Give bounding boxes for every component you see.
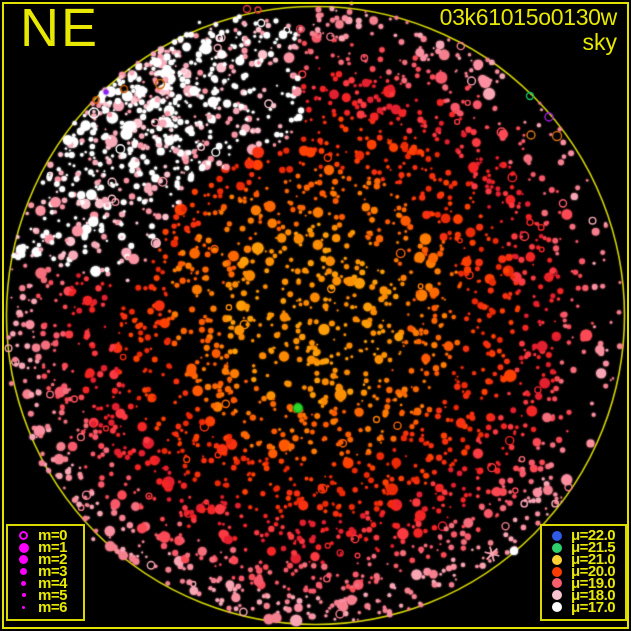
mu18-label: μ=18.0 (571, 586, 616, 604)
legend-row-mu18: μ=18.0 (542, 586, 625, 604)
mu19-swatch-wrap (547, 578, 566, 589)
m4-label: m=4 (38, 574, 67, 592)
legend-row-m0: m=0 (8, 527, 83, 545)
mu18-swatch-wrap (547, 590, 566, 601)
legend-row-mu20: μ=20.0 (542, 563, 625, 580)
legend-row-m6: m=6 (8, 598, 83, 616)
m1-swatch (18, 542, 29, 553)
mu19-label: μ=19.0 (571, 574, 616, 592)
mu20-swatch-wrap (547, 566, 566, 577)
m5-swatch (21, 593, 26, 598)
legend-row-mu21: μ=21.0 (542, 551, 625, 569)
legend-row-mu21-5: μ=21.5 (542, 539, 625, 557)
mu21-5-label: μ=21.5 (571, 539, 616, 557)
legend-row-m3: m=3 (8, 563, 83, 580)
mu22-swatch (551, 530, 562, 541)
legend-row-mu19: μ=19.0 (542, 574, 625, 592)
m1-label: m=1 (38, 539, 67, 557)
plot-subtitle: sky (582, 29, 618, 55)
mu17-label: μ=17.0 (571, 598, 616, 616)
m2-swatch-wrap (14, 555, 33, 565)
orientation-label: NE (20, 0, 100, 58)
mu18-swatch (551, 590, 562, 601)
legend-row-m2: m=2 (8, 551, 83, 569)
mu19-swatch (551, 578, 562, 589)
m0-label: m=0 (38, 527, 67, 545)
legend-row-m1: m=1 (8, 539, 83, 557)
magnitude-size-legend: m=0 m=1 m=2 m=3 m=4 m=5 m=6 (6, 524, 85, 621)
mu17-swatch (551, 602, 562, 613)
legend-row-m5: m=5 (8, 586, 83, 604)
m4-swatch (21, 580, 26, 586)
m6-label: m=6 (38, 598, 67, 616)
m3-swatch-wrap (14, 568, 33, 575)
m0-swatch (19, 531, 28, 541)
mu22-label: μ=22.0 (571, 527, 616, 545)
mu21-swatch-wrap (547, 554, 566, 565)
m5-swatch-wrap (14, 593, 33, 598)
legend-row-m4: m=4 (8, 574, 83, 592)
m1-swatch-wrap (14, 542, 33, 553)
m5-label: m=5 (38, 586, 67, 604)
mu17-swatch-wrap (547, 602, 566, 613)
mu20-label: μ=20.0 (571, 563, 616, 580)
legend-row-mu17: μ=17.0 (542, 598, 625, 616)
mu21-swatch (551, 554, 562, 565)
m6-swatch (22, 605, 25, 609)
m3-label: m=3 (38, 563, 67, 580)
mu20-swatch (551, 566, 562, 577)
m2-label: m=2 (38, 551, 67, 569)
mu21-5-swatch-wrap (547, 542, 566, 553)
mu21-5-swatch (551, 542, 562, 553)
m2-swatch (19, 555, 28, 565)
m0-swatch-wrap (14, 531, 33, 541)
mu21-label: μ=21.0 (571, 551, 616, 569)
surface-brightness-color-legend: μ=22.0 μ=21.5 μ=21.0 μ=20.0 μ=19.0 μ=18.… (540, 524, 627, 621)
mu22-swatch-wrap (547, 530, 566, 541)
m4-swatch-wrap (14, 580, 33, 586)
legend-row-mu22: μ=22.0 (542, 527, 625, 545)
m3-swatch (20, 568, 27, 575)
m6-swatch-wrap (14, 605, 33, 609)
plot-title: 03k61015o0130w (439, 4, 618, 30)
